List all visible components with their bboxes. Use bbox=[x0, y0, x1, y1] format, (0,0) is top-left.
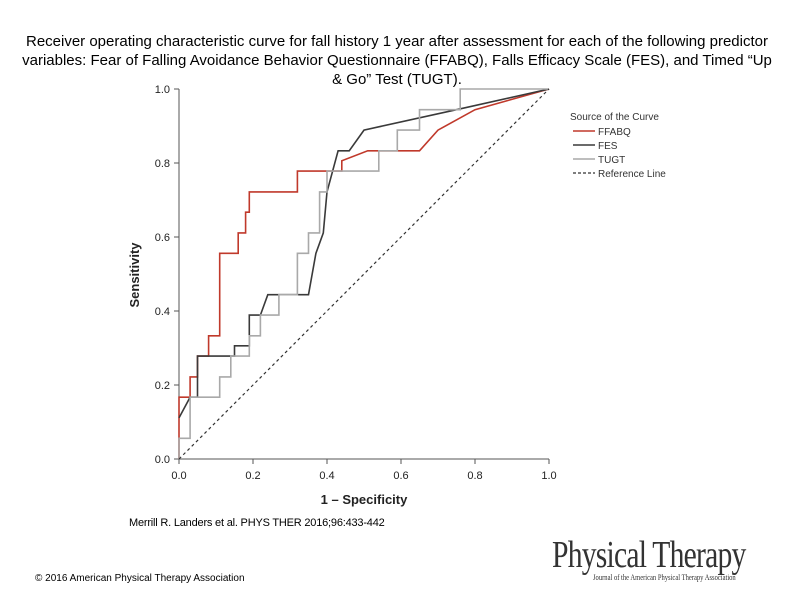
journal-logo-subtitle: Journal of the American Physical Therapy… bbox=[593, 573, 736, 582]
journal-logo: Physical Therapy Journal of the American… bbox=[552, 535, 784, 585]
series-line-reference-line bbox=[178, 88, 550, 460]
series-line-tugt bbox=[178, 88, 549, 459]
x-tick-label: 0.0 bbox=[171, 470, 186, 482]
x-tick-label: 0.4 bbox=[319, 470, 334, 482]
x-tick-label: 0.6 bbox=[393, 470, 408, 482]
legend-title: Source of the Curve bbox=[570, 112, 659, 123]
x-axis-title: 1 – Specificity bbox=[321, 492, 408, 507]
journal-logo-name: Physical Therapy bbox=[552, 534, 746, 576]
y-tick-label: 0.8 bbox=[155, 158, 170, 170]
copyright-notice: © 2016 American Physical Therapy Associa… bbox=[35, 573, 245, 584]
legend-label-fes: FES bbox=[598, 141, 618, 152]
legend-label-ffabq: FFABQ bbox=[598, 127, 631, 138]
y-tick-label: 0.6 bbox=[155, 232, 170, 244]
axes: 0.0 0.2 0.4 0.6 0.8 1.0 0.0 0.2 0.4 0.6 0.8 1.0 1 – … bbox=[127, 84, 557, 507]
legend: Source of the Curve FFABQ FES TUGT Reference… bbox=[570, 112, 666, 180]
x-tick-label: 0.8 bbox=[467, 470, 482, 482]
y-tick-label: 0.0 bbox=[155, 454, 170, 466]
y-tick-label: 0.4 bbox=[155, 306, 170, 318]
legend-label-tugt: TUGT bbox=[598, 155, 625, 166]
y-tick-label: 1.0 bbox=[155, 84, 170, 96]
x-tick-label: 0.2 bbox=[245, 470, 260, 482]
citation: Merrill R. Landers et al. PHYS THER 2016… bbox=[129, 517, 385, 529]
x-tick-label: 1.0 bbox=[541, 470, 556, 482]
y-axis-title: Sensitivity bbox=[127, 242, 142, 308]
slide-title: Receiver operating characteristic curve … bbox=[22, 33, 772, 88]
y-tick-label: 0.2 bbox=[155, 380, 170, 392]
legend-label-reference-line: Reference Line bbox=[598, 169, 666, 180]
series-lines bbox=[178, 88, 550, 460]
series-line-fes bbox=[178, 88, 550, 419]
